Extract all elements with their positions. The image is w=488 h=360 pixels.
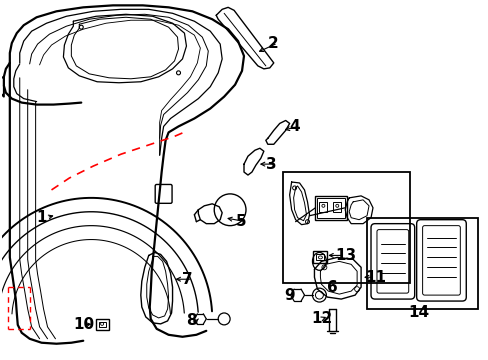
Bar <box>313 251 326 264</box>
Text: 10: 10 <box>73 318 94 332</box>
Text: 14: 14 <box>407 306 428 320</box>
Bar <box>366 218 477 309</box>
Text: 7: 7 <box>182 272 193 287</box>
Text: 8: 8 <box>186 314 197 328</box>
Text: 3: 3 <box>265 157 276 172</box>
Text: 11: 11 <box>365 270 385 285</box>
Text: 1: 1 <box>37 210 47 225</box>
Text: 6: 6 <box>326 280 337 295</box>
Text: 4: 4 <box>289 119 300 134</box>
Bar <box>317 198 345 218</box>
Bar <box>333 202 341 212</box>
Text: 12: 12 <box>311 311 332 327</box>
Bar <box>316 255 324 260</box>
Bar <box>282 172 409 283</box>
Text: 2: 2 <box>267 36 278 50</box>
Bar <box>315 196 346 220</box>
Text: 5: 5 <box>236 214 246 229</box>
Bar <box>319 202 326 212</box>
Bar <box>96 319 109 330</box>
Bar <box>99 322 106 327</box>
Text: 13: 13 <box>335 248 356 263</box>
Text: 9: 9 <box>284 288 295 303</box>
